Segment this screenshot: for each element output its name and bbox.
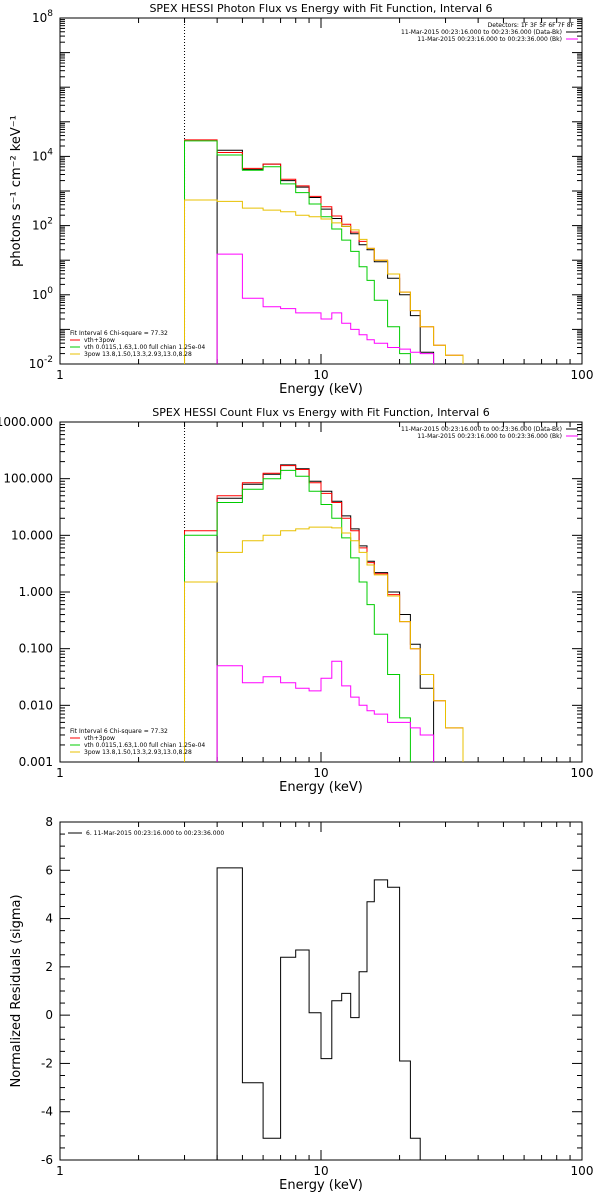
series-4-line	[184, 526, 464, 762]
plot-frame	[59, 17, 583, 365]
series-3-line	[184, 469, 411, 762]
y-tick-exponent: 8	[47, 9, 53, 19]
y-tick-label: 8	[45, 815, 53, 829]
chart-panel-3: 1 10 100 Energy (keV) 8 6 4 2 0 -2 -4 -6 Normalized …	[9, 815, 593, 1193]
y-tick-label: 100	[32, 286, 53, 302]
legend-label: vth 0.0115,1.63,1.00 full chian 1.25e-04	[84, 344, 205, 351]
y-tick-label: 10.000	[11, 528, 53, 542]
series-4-line	[184, 199, 464, 364]
plot-frame	[59, 821, 583, 1161]
y-tick-exponent: 0	[47, 286, 53, 296]
y-tick-label: -2	[41, 1056, 53, 1070]
legend-label: 3pow 13.8,1.50,13.3,2.93,13.0,8.28	[84, 351, 192, 358]
legend-header: Fit Interval 6 Chi-square = 77.32	[70, 728, 168, 735]
x-axis-label: Energy (keV)	[279, 1178, 363, 1193]
y-tick-label: 6	[45, 863, 53, 877]
legend-label: vth 0.0115,1.63,1.00 full chian 1.25e-04	[84, 742, 205, 749]
legend-label: vth+3pow	[84, 735, 115, 742]
chart-panel-1: SPEX HESSI Photon Flux vs Energy with Fi…	[9, 2, 593, 397]
series-1-line	[216, 867, 434, 1161]
legend-label: 11-Mar-2015 00:23:16.000 to 00:23:36.000…	[417, 36, 562, 43]
y-tick-exponent: -2	[44, 355, 53, 365]
y-tick-label: 102	[32, 217, 53, 233]
x-axis-label: Energy (keV)	[279, 382, 363, 397]
y-tick-label: 0.001	[19, 755, 53, 769]
y-tick-label: -4	[41, 1105, 53, 1119]
y-tick-label: 2	[45, 960, 53, 974]
series-5-line	[216, 253, 435, 364]
legend-label: vth+3pow	[84, 337, 115, 344]
x-tick-label: 10	[313, 766, 328, 780]
legend-header: Detectors: 1F 3F 5F 6F 7F 8F	[488, 22, 575, 29]
y-tick-label: -6	[41, 1153, 53, 1167]
series-5-line	[216, 660, 435, 762]
y-tick-label: 1.000	[19, 585, 53, 599]
y-tick-label: 0	[45, 1008, 53, 1022]
y-tick-label: 0.010	[19, 698, 53, 712]
series-1-line	[216, 464, 435, 762]
legend-label: 3pow 13.8,1.50,13.3,2.93,13.0,8.28	[84, 749, 192, 756]
x-tick-label: 100	[571, 368, 594, 382]
y-tick-label: 1000.000	[0, 415, 53, 429]
legend-label: 6. 11-Mar-2015 00:23:16.000 to 00:23:36.…	[86, 830, 224, 837]
x-axis-label: Energy (keV)	[279, 780, 363, 795]
y-tick-label: 108	[32, 9, 53, 25]
y-tick-label: 10-2	[29, 355, 53, 371]
y-tick-label: 104	[32, 147, 53, 163]
legend-label: 11-Mar-2015 00:23:16.000 to 00:23:36.000…	[417, 433, 562, 440]
y-tick-label: 0.100	[19, 642, 53, 656]
x-tick-label: 100	[571, 1164, 594, 1178]
x-tick-label: 100	[571, 766, 594, 780]
legend-label: 11-Mar-2015 00:23:16.000 to 00:23:36.000…	[401, 29, 562, 36]
chart-panel-2: SPEX HESSI Count Flux vs Energy with Fit…	[0, 406, 593, 795]
series-2-line	[184, 465, 464, 762]
series-1-line	[216, 149, 435, 364]
series-3-line	[184, 140, 411, 364]
y-tick-label: 4	[45, 912, 53, 926]
y-axis-label: Normalized Residuals (sigma)	[9, 894, 24, 1087]
series-2-line	[184, 139, 464, 364]
x-tick-label: 10	[313, 368, 328, 382]
y-tick-exponent: 2	[47, 217, 53, 227]
x-tick-label: 1	[56, 1164, 64, 1178]
y-tick-label: 100.000	[3, 472, 53, 486]
plot-frame	[59, 421, 583, 763]
x-tick-label: 1	[56, 766, 64, 780]
y-tick-exponent: 4	[47, 147, 53, 157]
x-tick-label: 1	[56, 368, 64, 382]
x-tick-label: 10	[313, 1164, 328, 1178]
legend-header: Fit Interval 6 Chi-square = 77.32	[70, 330, 168, 337]
chart-title: SPEX HESSI Photon Flux vs Energy with Fi…	[149, 2, 492, 15]
y-axis-label: photons s⁻¹ cm⁻² keV⁻¹	[9, 115, 24, 267]
chart-title: SPEX HESSI Count Flux vs Energy with Fit…	[152, 406, 489, 419]
legend-label: 11-Mar-2015 00:23:16.000 to 00:23:36.000…	[401, 426, 562, 433]
